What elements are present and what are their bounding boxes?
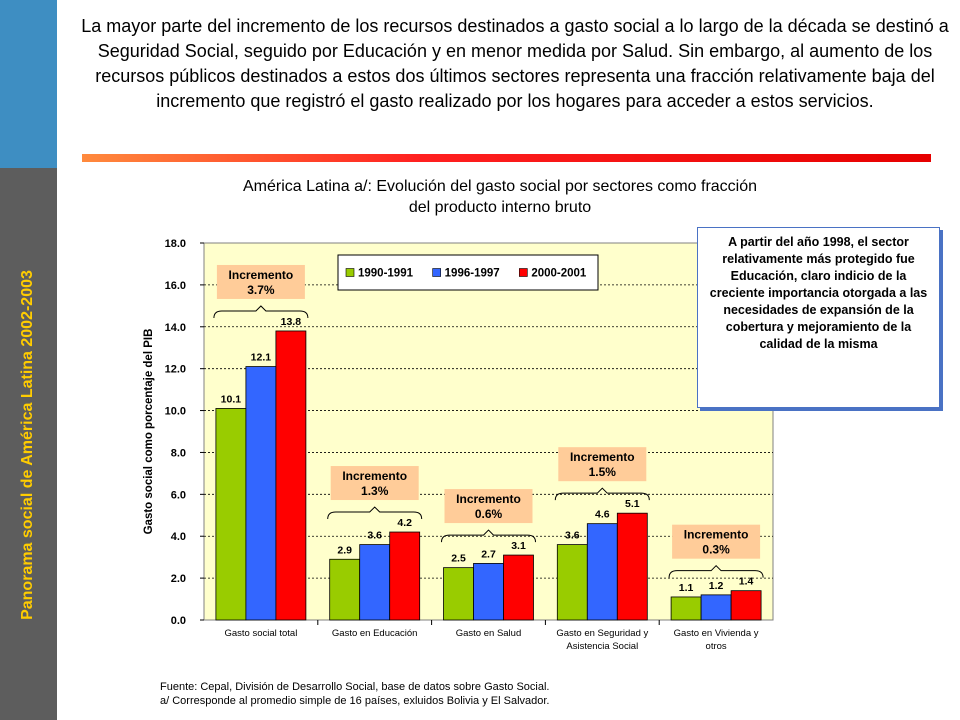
data-label: 3.1 (511, 540, 526, 552)
annotation-box (444, 489, 533, 524)
bar (503, 554, 534, 621)
legend-swatch (345, 268, 355, 277)
data-label: 4.6 (595, 509, 610, 521)
bar (556, 544, 588, 621)
annotation-brace (441, 529, 536, 543)
y-tick-label: 6.0 (171, 489, 186, 501)
y-tick-label: 0.0 (171, 615, 186, 627)
bar (670, 596, 702, 621)
source-note: Fuente: Cepal, División de Desarrollo So… (160, 680, 550, 708)
x-tick-label: Gasto en Vivienda y (674, 628, 759, 639)
data-label: 1.2 (709, 580, 724, 592)
legend-label: 1990-1991 (358, 268, 414, 280)
bar (359, 544, 391, 621)
annotation-box (330, 466, 419, 501)
annotation-box (216, 264, 305, 299)
x-tick-label: Asistencia Social (566, 641, 638, 652)
y-tick-label: 12.0 (165, 364, 186, 376)
annotation-box (558, 447, 647, 482)
bar (730, 590, 762, 621)
bar (245, 366, 277, 621)
annotation-value: 0.6% (475, 507, 503, 521)
chart-title-line-2: del producto interno bruto (408, 199, 592, 216)
footnote-line: a/ Corresponde al promedio simple de 16 … (160, 695, 550, 707)
data-label: 2.9 (337, 544, 352, 556)
bar-chart: 0.0 2.0 4.0 6.0 8.0 10.0 12.0 14.0 16.0 18.0 Gasto… (143, 238, 774, 652)
x-tick-label: otros (706, 641, 727, 652)
data-label: 13.8 (281, 316, 302, 328)
annotation-brace (213, 305, 309, 318)
legend-label: 2000-2001 (531, 268, 587, 280)
bar (473, 563, 504, 621)
y-tick-label: 14.0 (165, 322, 186, 334)
bar (275, 330, 307, 621)
annotation-brace (554, 487, 650, 501)
legend-box (337, 254, 599, 291)
y-tick-label: 4.0 (171, 531, 186, 543)
y-tick-label: 2.0 (171, 573, 186, 585)
bar (586, 523, 618, 621)
y-axis-label: Gasto social como porcentaje del PIB (143, 329, 155, 535)
chart-title-line-1: América Latina a/: Evolución del gasto s… (242, 178, 758, 195)
y-tick-label: 18.0 (165, 238, 186, 250)
callout-box: A partir del año 1998, el sector relativ… (697, 227, 940, 408)
annotation-label: Incremento (456, 492, 521, 506)
divider (82, 154, 931, 162)
bar (389, 531, 421, 621)
data-label: 3.6 (367, 530, 382, 542)
data-label: 5.1 (625, 498, 640, 510)
bar (443, 567, 474, 621)
annotation-box (672, 524, 761, 559)
x-tick-label: Gasto social total (224, 628, 297, 639)
annotation-value: 0.3% (702, 543, 730, 557)
data-label: 1.4 (739, 576, 754, 588)
legend-label: 1996-1997 (445, 268, 500, 280)
annotation-value: 1.5% (589, 465, 617, 479)
annotation-label: Incremento (342, 469, 407, 483)
annotation-brace (668, 564, 764, 578)
x-tick-label: Gasto en Educación (332, 628, 418, 639)
annotation-value: 1.3% (361, 484, 389, 498)
bar (700, 594, 732, 621)
bar (215, 408, 247, 621)
sidebar-accent-block (0, 0, 57, 168)
legend-swatch (519, 268, 528, 277)
x-tick-label: Gasto en Salud (456, 628, 522, 639)
bar (329, 558, 361, 621)
data-label: 3.6 (565, 530, 580, 542)
data-label: 4.2 (397, 517, 412, 529)
sidebar-title: Panorama social de América Latina 2002-2… (19, 270, 36, 620)
data-label: 10.1 (221, 393, 242, 405)
annotation-brace (327, 506, 423, 520)
x-tick-label: Gasto en Seguridad y (556, 628, 648, 639)
sidebar: Panorama social de América Latina 2002-2… (0, 0, 57, 720)
data-label: 1.1 (679, 582, 694, 594)
y-tick-label: 16.0 (165, 280, 186, 292)
data-label: 12.1 (251, 352, 272, 364)
y-tick-label: 8.0 (171, 447, 186, 459)
annotation-value: 3.7% (247, 283, 275, 297)
intro-text: La mayor parte del incremento de los rec… (81, 16, 949, 111)
bar (616, 512, 648, 621)
legend-swatch (432, 268, 441, 277)
annotation-label: Incremento (570, 450, 635, 464)
data-label: 2.7 (481, 548, 496, 560)
data-label: 2.5 (451, 553, 466, 565)
annotation-label: Incremento (229, 268, 294, 282)
chart-title: América Latina a/: Evolución del gasto s… (160, 176, 840, 218)
source-line: Fuente: Cepal, División de Desarrollo So… (160, 681, 550, 693)
y-tick-label: 10.0 (165, 406, 186, 418)
annotation-label: Incremento (684, 528, 749, 542)
